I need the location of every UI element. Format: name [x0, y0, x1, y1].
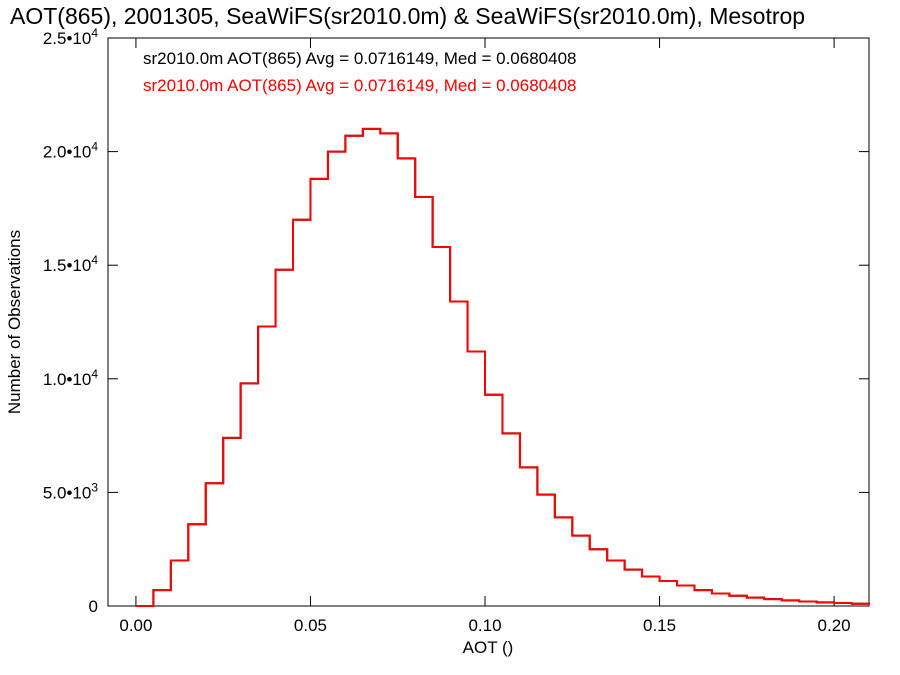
- y-tick-label: 2.5•104: [43, 26, 99, 48]
- y-tick-label: 0: [89, 597, 98, 616]
- x-tick-label: 0.10: [468, 616, 501, 635]
- y-tick-label: 1.5•104: [43, 253, 99, 275]
- plot-frame: [107, 37, 870, 607]
- histogram-line-red: [135, 127, 870, 607]
- x-tick-label: 0.05: [294, 616, 327, 635]
- axis-ticks: 0.00 0.05 0.10 0.15 0.20 0 5.0•103 1.0•104 1.5•1…: [43, 26, 869, 635]
- x-tick-label: 0.00: [119, 616, 152, 635]
- legend-entry-black-series: sr2010.0m AOT(865) Avg = 0.0716149, Med …: [143, 49, 577, 68]
- x-axis-label: AOT (): [463, 638, 514, 657]
- y-tick-label: 1.0•104: [43, 367, 99, 389]
- legend-entry-red-series: sr2010.0m AOT(865) Avg = 0.0716149, Med …: [143, 76, 577, 95]
- chart-title: AOT(865), 2001305, SeaWiFS(sr2010.0m) & …: [10, 3, 805, 29]
- y-axis-label: Number of Observations: [5, 230, 24, 414]
- y-tick-label: 2.0•104: [43, 140, 99, 162]
- y-tick-label: 5.0•103: [43, 480, 99, 502]
- histogram-line-black: [135, 127, 870, 607]
- x-tick-label: 0.15: [643, 616, 676, 635]
- x-tick-label: 0.20: [818, 616, 851, 635]
- legend: sr2010.0m AOT(865) Avg = 0.0716149, Med …: [143, 49, 577, 95]
- series-layer: [135, 127, 870, 607]
